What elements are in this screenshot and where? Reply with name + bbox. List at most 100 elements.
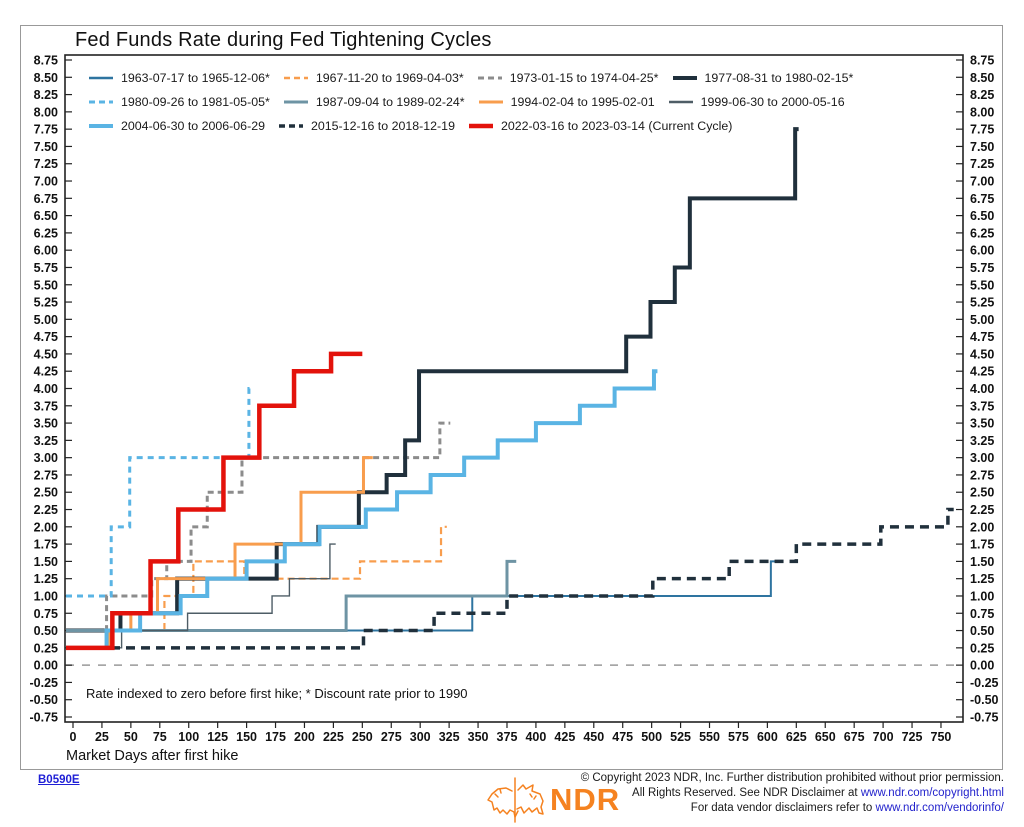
y-tick-label-left: 6.00 (34, 244, 58, 258)
series-group (66, 127, 954, 651)
y-tick-label-right: 4.50 (970, 347, 994, 361)
legend-label: 1980-09-26 to 1981-05-05* (121, 95, 270, 109)
y-tick-label-right: 3.50 (970, 417, 994, 431)
y-tick-label-right: -0.75 (970, 710, 999, 724)
y-tick-label-right: 0.50 (970, 624, 994, 638)
chart-id-link[interactable]: B0590E (38, 774, 80, 786)
x-tick-label: 0 (70, 730, 77, 744)
y-tick-label-right: 1.00 (970, 589, 994, 603)
series-line (66, 369, 658, 650)
legend-item: 2022-03-16 to 2023-03-14 (Current Cycle) (468, 119, 732, 133)
legend-swatch (278, 124, 303, 128)
y-tick-label-left: 5.00 (34, 313, 58, 327)
y-tick-label-right: 7.75 (970, 123, 994, 137)
x-axis: 0 25 50 75 100 125 150 175 200 225 250 275 300 325 350… (70, 722, 951, 744)
x-tick-label: 125 (207, 730, 228, 744)
y-tick-label-left: 1.00 (34, 589, 58, 603)
y-tick-label-left: 0.00 (34, 659, 58, 673)
copyright-line-1: © Copyright 2023 NDR, Inc. Further distr… (580, 772, 1004, 784)
y-tick-label-left: 8.25 (34, 88, 58, 102)
y-tick-label-left: 8.00 (34, 105, 58, 119)
y-tick-label-right: 4.25 (970, 365, 994, 379)
y-tick-label-left: 2.00 (34, 520, 58, 534)
y-tick-label-right: 4.00 (970, 382, 994, 396)
y-tick-label-left: 2.25 (34, 503, 58, 517)
y-tick-label-right: 7.25 (970, 157, 994, 171)
y-tick-label-right: -0.50 (970, 693, 999, 707)
y-tick-label-left: 4.75 (34, 330, 58, 344)
y-tick-label-right: 1.50 (970, 555, 994, 569)
y-tick-label-left: 7.75 (34, 123, 58, 137)
y-tick-label-left: 0.50 (34, 624, 58, 638)
y-tick-label-right: 6.50 (970, 209, 994, 223)
y-tick-label-left: 3.75 (34, 399, 58, 413)
chart-legend: 1963-07-17 to 1965-12-06* 1967-11-20 to 1… (88, 66, 853, 138)
y-tick-label-right: 0.25 (970, 641, 994, 655)
legend-item: 1963-07-17 to 1965-12-06* (88, 71, 270, 85)
y-tick-label-left: 1.25 (34, 572, 58, 586)
copyright-link[interactable]: www.ndr.com/copyright.html (860, 787, 1004, 799)
y-tick-label-right: 8.75 (970, 54, 994, 68)
legend-item: 1999-06-30 to 2000-05-16 (668, 95, 845, 109)
y-tick-label-right: 0.75 (970, 607, 994, 621)
legend-item: 1980-09-26 to 1981-05-05* (88, 95, 270, 109)
x-tick-label: 75 (153, 730, 167, 744)
x-tick-label: 625 (786, 730, 807, 744)
x-tick-label: 450 (583, 730, 604, 744)
series-line (66, 543, 336, 649)
x-tick-label: 375 (497, 730, 518, 744)
legend-row: 1980-09-26 to 1981-05-05* 1987-09-04 to 1… (88, 90, 853, 114)
legend-item: 1987-09-04 to 1989-02-24* (283, 95, 465, 109)
copyright-line-3: For data vendor disclaimers refer to www… (690, 802, 1004, 814)
x-tick-label: 550 (699, 730, 720, 744)
legend-label: 1987-09-04 to 1989-02-24* (315, 95, 465, 109)
legend-swatch (672, 76, 697, 80)
y-tick-label-right: 7.00 (970, 175, 994, 189)
legend-item: 1994-02-04 to 1995-02-01 (478, 95, 655, 109)
y-tick-label-left: 7.00 (34, 175, 58, 189)
y-tick-label-left: 3.00 (34, 451, 58, 465)
y-tick-label-left: 1.75 (34, 538, 58, 552)
legend-label: 1973-01-15 to 1974-04-25* (509, 71, 659, 85)
y-tick-label-left: 5.75 (34, 261, 58, 275)
chart-title: Fed Funds Rate during Fed Tightening Cyc… (75, 29, 492, 51)
x-tick-label: 650 (815, 730, 836, 744)
y-tick-label-right: 5.50 (970, 278, 994, 292)
x-tick-label: 525 (670, 730, 691, 744)
legend-swatch (89, 124, 113, 128)
series-line (66, 127, 799, 633)
y-tick-label-left: -0.75 (30, 710, 59, 724)
legend-swatch (468, 123, 493, 129)
series-line (66, 421, 451, 633)
legend-label: 1967-11-20 to 1969-04-03* (315, 71, 464, 85)
y-tick-label-right: 2.75 (970, 468, 994, 482)
y-tick-label-left: 2.50 (34, 486, 58, 500)
y-tick-label-right: 5.00 (970, 313, 994, 327)
ndr-logo: NDR (486, 777, 620, 823)
y-tick-label-left: 8.50 (34, 71, 58, 85)
y-tick-label-right: 2.00 (970, 520, 994, 534)
chart-annotation: Rate indexed to zero before first hike; … (86, 686, 468, 701)
y-tick-label-left: 6.75 (34, 192, 58, 206)
y-tick-label-left: 4.25 (34, 365, 58, 379)
series-line (66, 525, 447, 632)
vendorinfo-link[interactable]: www.ndr.com/vendorinfo/ (875, 802, 1004, 814)
series-line (66, 559, 517, 633)
y-tick-label-left: 8.75 (34, 54, 58, 68)
legend-label: 1963-07-17 to 1965-12-06* (121, 71, 270, 85)
x-tick-label: 250 (352, 730, 373, 744)
series-line (66, 507, 954, 650)
legend-swatch (283, 76, 308, 80)
x-tick-label: 475 (612, 730, 633, 744)
y-tick-label-right: -0.25 (970, 676, 999, 690)
y-tick-label-left: 3.50 (34, 417, 58, 431)
series-line (66, 387, 254, 598)
y-tick-label-right: 2.25 (970, 503, 994, 517)
y-tick-label-left: 7.50 (34, 140, 58, 154)
legend-swatch (477, 76, 502, 80)
x-tick-label: 325 (439, 730, 460, 744)
plot-border (64, 54, 964, 723)
y-tick-label-left: 2.75 (34, 468, 58, 482)
